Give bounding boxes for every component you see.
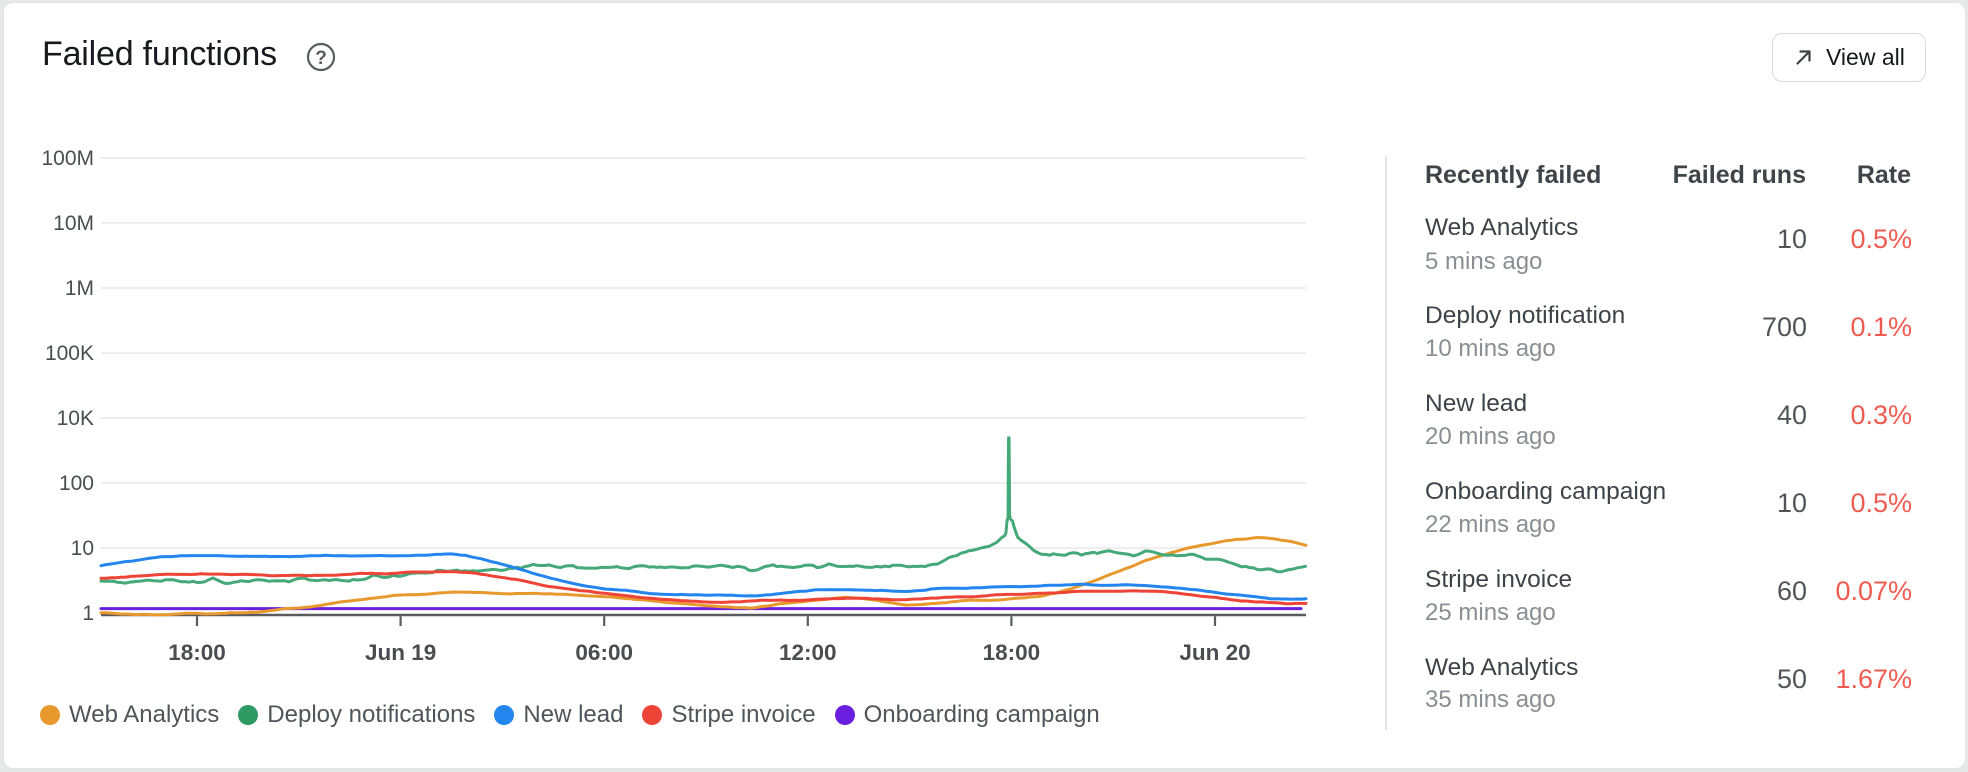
svg-text:100K: 100K [45,342,94,365]
svg-text:10M: 10M [53,212,94,235]
svg-text:10K: 10K [57,407,94,430]
svg-text:100: 100 [59,472,94,495]
svg-text:18:00: 18:00 [983,640,1041,665]
svg-text:1M: 1M [65,277,94,300]
svg-text:?: ? [315,48,327,69]
svg-text:18:00: 18:00 [168,640,226,665]
svg-text:1: 1 [82,602,94,625]
svg-text:100M: 100M [41,147,94,170]
svg-text:Jun 20: Jun 20 [1179,640,1250,665]
svg-text:12:00: 12:00 [779,640,837,665]
svg-text:06:00: 06:00 [575,640,633,665]
svg-text:Jun 19: Jun 19 [365,640,436,665]
svg-text:10: 10 [71,537,94,560]
